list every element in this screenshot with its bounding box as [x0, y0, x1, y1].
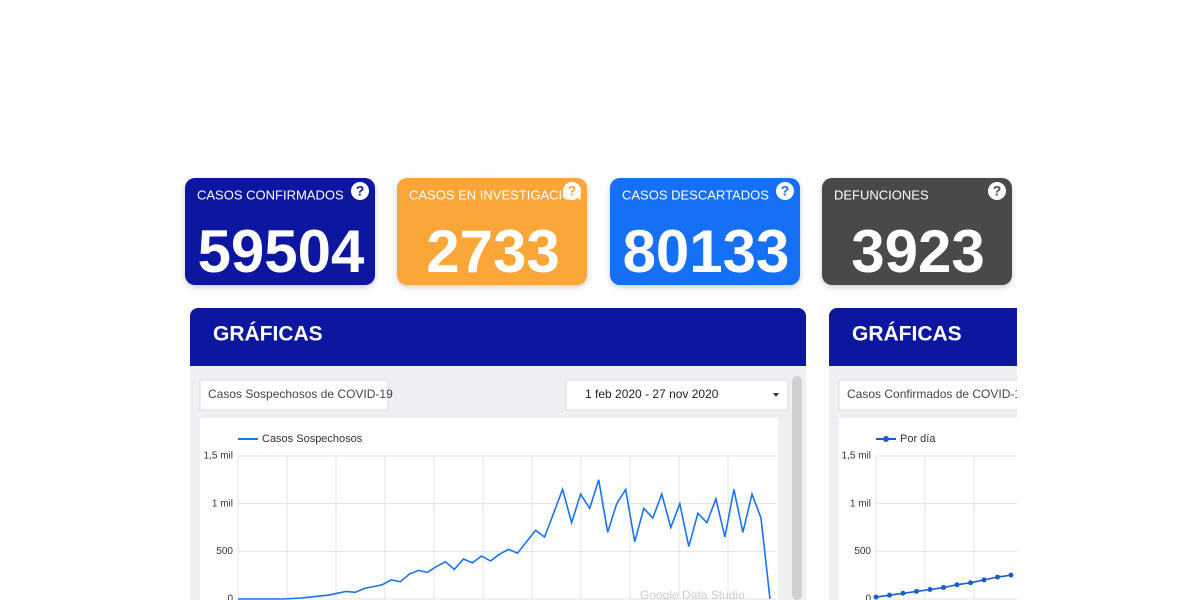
- filter-box[interactable]: [199, 379, 389, 411]
- card-value: 80133: [623, 218, 790, 285]
- help-icon-glyph: ?: [568, 183, 577, 199]
- card-bg: [610, 178, 800, 285]
- y-tick-label: 1,5 mil: [842, 451, 871, 462]
- stat-card: CASOS CONFIRMADOS ? 59504: [185, 178, 375, 285]
- panel-title: GRÁFICAS: [213, 323, 323, 346]
- data-point: [1008, 572, 1014, 578]
- data-point: [914, 588, 919, 594]
- watermark: Google Data Studio: [640, 588, 745, 600]
- data-line: [238, 479, 771, 600]
- header-fill: [190, 350, 806, 366]
- chart-panel: GRÁFICAS Casos Confirmados de COVID-19 0 50…: [829, 308, 1028, 600]
- y-tick-label: 500: [854, 546, 871, 557]
- data-point: [941, 585, 946, 591]
- data-point: [995, 574, 1000, 580]
- panel-title: GRÁFICAS: [852, 323, 962, 346]
- card-label: DEFUNCIONES: [834, 187, 929, 202]
- help-icon[interactable]: [988, 182, 1006, 200]
- stat-card: CASOS DESCARTADOS ? 80133: [610, 178, 800, 285]
- card-value: 2733: [426, 218, 559, 285]
- card-bg: [822, 178, 1012, 285]
- help-icon-glyph: ?: [781, 183, 790, 199]
- card-value: 3923: [851, 218, 984, 285]
- data-point: [873, 594, 879, 600]
- stat-card: DEFUNCIONES ? 3923: [822, 178, 1012, 285]
- chart-area: [839, 418, 1017, 600]
- data-point: [968, 580, 973, 586]
- date-picker[interactable]: [565, 379, 789, 411]
- card-label: CASOS EN INVESTIGACIÓN: [409, 187, 582, 202]
- y-tick-label: 1,5 mil: [204, 451, 233, 462]
- card-label: CASOS CONFIRMADOS: [197, 187, 344, 202]
- help-icon[interactable]: [351, 182, 369, 200]
- y-tick-label: 1 mil: [212, 498, 233, 509]
- y-tick-label: 0: [227, 594, 233, 600]
- y-tick-label: 500: [216, 546, 233, 557]
- y-tick-label: 1 mil: [850, 498, 871, 509]
- legend-label: Casos Sospechosos: [262, 433, 363, 445]
- help-icon[interactable]: [776, 182, 794, 200]
- data-point: [981, 577, 987, 583]
- legend-label: Por día: [900, 433, 936, 445]
- card-bg: [185, 178, 375, 285]
- help-icon-glyph: ?: [993, 183, 1002, 199]
- stat-card: CASOS EN INVESTIGACIÓN? 2733: [397, 178, 587, 285]
- card-bg: [397, 178, 587, 285]
- help-icon-glyph: ?: [356, 183, 365, 199]
- chart-panel: GRÁFICAS Casos Sospechosos de COVID-19 1 f…: [190, 308, 806, 600]
- data-point: [900, 590, 906, 596]
- header-fill: [829, 350, 1017, 366]
- date-range: 1 feb 2020 - 27 nov 2020: [585, 387, 719, 401]
- y-tick-label: 0: [865, 594, 871, 600]
- data-point: [887, 592, 892, 598]
- scrollbar[interactable]: [792, 376, 802, 600]
- legend-marker: [883, 436, 889, 442]
- filter-label: Casos Sospechosos de COVID-19: [208, 387, 393, 401]
- data-point: [954, 582, 960, 588]
- data-point: [927, 586, 933, 592]
- help-icon[interactable]: [563, 182, 581, 200]
- filter-box[interactable]: [838, 379, 1027, 411]
- card-label: CASOS DESCARTADOS: [622, 187, 769, 202]
- filter-label: Casos Confirmados de COVID-19: [847, 387, 1028, 401]
- card-value: 59504: [198, 218, 365, 285]
- dropdown-arrow: [773, 393, 779, 397]
